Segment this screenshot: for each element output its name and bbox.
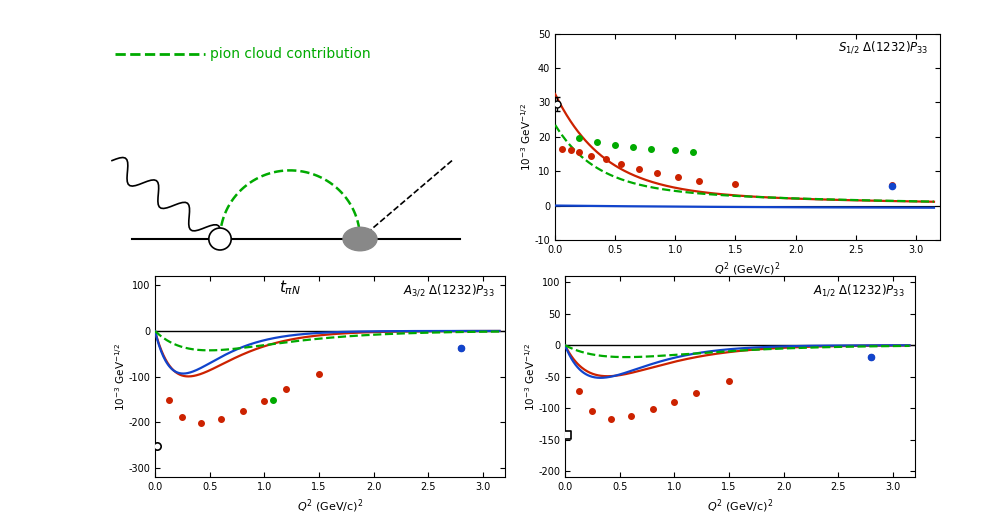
Text: $S_{1/2}$ $\Delta(1232)P_{33}$: $S_{1/2}$ $\Delta(1232)P_{33}$ bbox=[838, 40, 928, 55]
Point bbox=[863, 352, 879, 361]
Point bbox=[161, 396, 177, 405]
Point bbox=[863, 352, 879, 361]
Point bbox=[670, 173, 686, 182]
Point bbox=[256, 397, 272, 405]
Point bbox=[174, 413, 190, 421]
Point bbox=[607, 141, 623, 150]
Point bbox=[571, 134, 587, 142]
Text: $t_{\pi N}$: $t_{\pi N}$ bbox=[279, 279, 301, 297]
Point bbox=[625, 143, 641, 151]
Point bbox=[213, 415, 229, 423]
Point bbox=[571, 386, 587, 395]
Point bbox=[691, 176, 707, 185]
Point bbox=[571, 148, 587, 156]
Y-axis label: $10^{-3}$ GeV$^{-1/2}$: $10^{-3}$ GeV$^{-1/2}$ bbox=[523, 343, 537, 411]
Point bbox=[667, 147, 683, 155]
Point bbox=[583, 152, 599, 160]
Point bbox=[554, 144, 570, 153]
Text: $A_{3/2}$ $\Delta(1232)P_{33}$: $A_{3/2}$ $\Delta(1232)P_{33}$ bbox=[403, 282, 494, 298]
Point bbox=[265, 396, 281, 405]
Circle shape bbox=[209, 228, 231, 250]
Text: pion cloud contribution: pion cloud contribution bbox=[210, 47, 371, 61]
Point bbox=[149, 442, 165, 450]
Point bbox=[631, 165, 647, 173]
Y-axis label: $10^{-3}$ GeV$^{-1/2}$: $10^{-3}$ GeV$^{-1/2}$ bbox=[113, 343, 127, 411]
Point bbox=[688, 389, 704, 397]
Point bbox=[584, 407, 600, 415]
Point bbox=[598, 155, 614, 163]
Point bbox=[666, 398, 682, 407]
Point bbox=[649, 169, 665, 177]
Point bbox=[884, 181, 900, 189]
Point bbox=[234, 407, 250, 415]
Ellipse shape bbox=[343, 227, 377, 251]
Point bbox=[644, 405, 660, 413]
Point bbox=[453, 344, 469, 352]
Point bbox=[278, 385, 294, 394]
Point bbox=[685, 148, 701, 156]
Point bbox=[721, 377, 737, 385]
Point bbox=[453, 344, 469, 352]
Point bbox=[623, 412, 639, 421]
Point bbox=[559, 430, 575, 439]
Point bbox=[884, 182, 900, 190]
Point bbox=[193, 419, 209, 427]
Point bbox=[727, 180, 743, 188]
Point bbox=[311, 370, 327, 379]
X-axis label: $Q^2$ (GeV/c)$^2$: $Q^2$ (GeV/c)$^2$ bbox=[707, 498, 773, 515]
Point bbox=[603, 415, 619, 424]
X-axis label: $Q^2$ (GeV/c)$^2$: $Q^2$ (GeV/c)$^2$ bbox=[297, 498, 363, 515]
Y-axis label: $10^{-3}$ GeV$^{-1/2}$: $10^{-3}$ GeV$^{-1/2}$ bbox=[519, 103, 533, 171]
Text: $A_{1/2}$ $\Delta(1232)P_{33}$: $A_{1/2}$ $\Delta(1232)P_{33}$ bbox=[813, 282, 904, 298]
Point bbox=[643, 144, 659, 153]
X-axis label: $Q^2$ (GeV/c)$^2$: $Q^2$ (GeV/c)$^2$ bbox=[714, 261, 781, 278]
Point bbox=[613, 160, 629, 168]
Point bbox=[563, 147, 579, 155]
Point bbox=[589, 138, 605, 146]
